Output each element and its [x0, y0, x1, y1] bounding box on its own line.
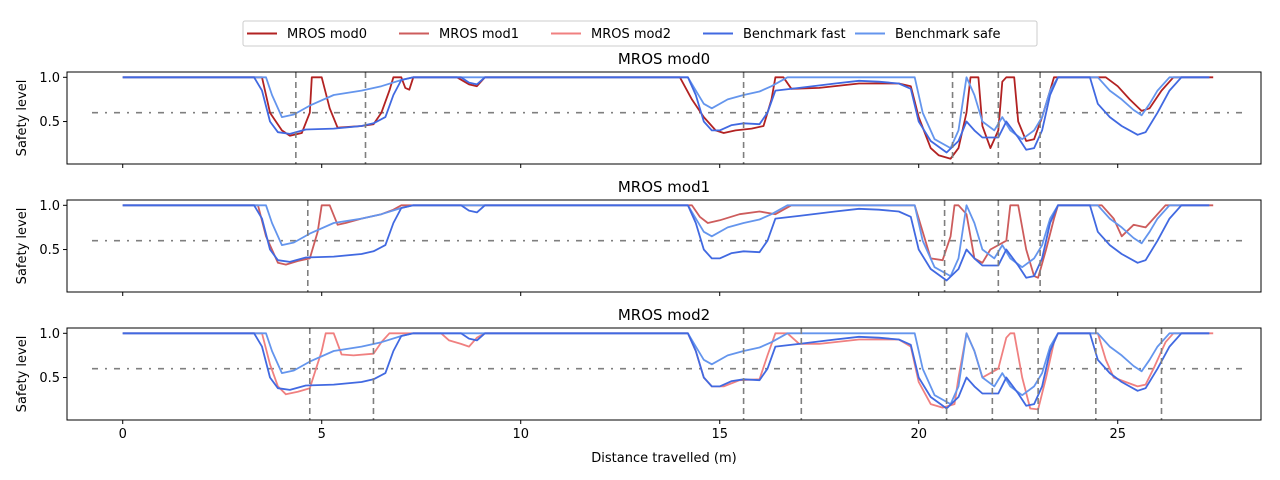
series-line-benchmark-fast	[122, 204, 1210, 282]
y-tick-label: 0.5	[39, 371, 60, 386]
panel-mros-mod1: MROS mod1 0.5 1.0 Safety level	[15, 178, 1262, 296]
panel-title: MROS mod1	[618, 178, 710, 196]
y-tick-label: 0.5	[39, 243, 60, 258]
legend-label: Benchmark fast	[743, 27, 846, 42]
x-tick-label: 0	[119, 427, 127, 442]
legend-label: MROS mod2	[591, 27, 671, 42]
axes-frame	[66, 199, 1262, 293]
legend: MROS mod0 MROS mod1 MROS mod2 Benchmark fas…	[242, 20, 1038, 47]
y-axis-label: Safety level	[15, 80, 30, 157]
legend-label: MROS mod1	[439, 27, 519, 42]
x-tick-label: 20	[910, 427, 927, 442]
panel-title: MROS mod2	[618, 306, 710, 324]
legend-label: MROS mod0	[287, 27, 367, 42]
panel-title: MROS mod0	[618, 50, 710, 68]
series-line-benchmark-safe	[122, 76, 1210, 149]
y-axis-label: Safety level	[15, 208, 30, 285]
x-tick-label: 10	[512, 427, 529, 442]
x-axis-label: Distance travelled (m)	[591, 451, 737, 466]
series-line-benchmark-safe	[122, 204, 1210, 277]
y-tick-label: 1.0	[39, 327, 60, 342]
legend-frame	[242, 20, 1038, 47]
series-line-mros-mod0	[122, 76, 1214, 160]
axes-frame	[66, 71, 1262, 165]
y-tick-label: 1.0	[39, 71, 60, 86]
legend-label: Benchmark safe	[895, 27, 1001, 42]
y-tick-label: 1.0	[39, 199, 60, 214]
series-line-benchmark-safe	[122, 332, 1210, 405]
x-tick-label: 25	[1109, 427, 1126, 442]
y-tick-label: 0.5	[39, 115, 60, 130]
panel-mros-mod2: MROS mod2 0.5 1.0 0 5 10 15 20 25 Safety level	[15, 306, 1262, 442]
x-tick-label: 15	[711, 427, 728, 442]
x-tick-label: 5	[318, 427, 326, 442]
axes-frame	[66, 327, 1262, 421]
series-line-mros-mod1	[122, 204, 1214, 279]
y-axis-label: Safety level	[15, 336, 30, 413]
series-line-benchmark-fast	[122, 76, 1210, 154]
panel-mros-mod0: MROS mod0 0.5 1.0 Safety level	[15, 50, 1262, 168]
series-line-benchmark-fast	[122, 332, 1210, 410]
